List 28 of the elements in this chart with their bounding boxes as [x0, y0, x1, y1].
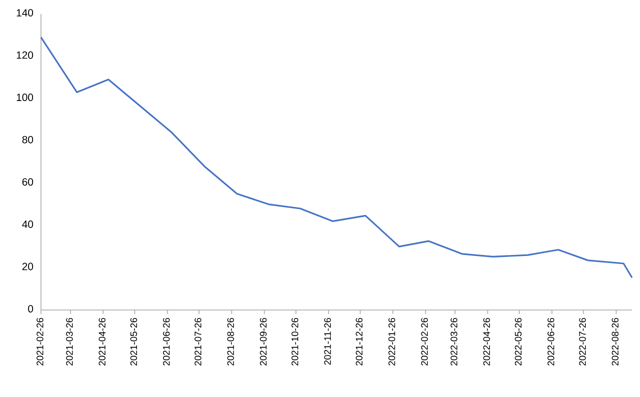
x-tick-label: 2022-03-26	[450, 318, 458, 366]
x-tick-label: 2022-08-26	[612, 318, 618, 366]
x-tick-label: 2021-11-26	[324, 318, 331, 365]
x-tick-label: 2021-04-26	[98, 318, 106, 366]
x-tick-label: 2021-08-26	[227, 318, 234, 366]
x-tick-label: 2022-01-26	[388, 318, 396, 366]
y-tick-label: 120	[16, 51, 34, 59]
x-tick-label: 2021-03-26	[66, 318, 73, 366]
x-tick-label: 2021-06-26	[163, 318, 170, 366]
y-tick-label: 40	[22, 220, 34, 228]
x-tick-label: 2021-09-26	[260, 318, 267, 366]
y-tick-label: 100	[16, 94, 34, 102]
x-tick-label: 2021-05-26	[130, 318, 138, 366]
y-tick-label: 80	[22, 136, 34, 144]
line-series	[40, 36, 633, 278]
x-tick-label: 2022-02-26	[421, 318, 428, 366]
y-tick-label: 60	[22, 178, 34, 186]
x-tick-label: 2022-07-26	[579, 318, 586, 366]
y-tick-label: 20	[22, 262, 34, 270]
x-tick-label: 2022-06-26	[548, 318, 554, 366]
y-tick-label: 140	[16, 9, 34, 16]
x-tick-label: 2022-05-26	[514, 318, 522, 366]
x-tick-label: 2021-10-26	[292, 318, 298, 366]
y-tick-label: 0	[28, 305, 34, 312]
x-tick-label: 2021-12-26	[356, 318, 362, 366]
x-tick-label: 2022-04-26	[483, 318, 490, 366]
x-tick-label: 2021-02-26	[36, 318, 44, 366]
x-tick-label: 2021-07-26	[194, 318, 202, 366]
